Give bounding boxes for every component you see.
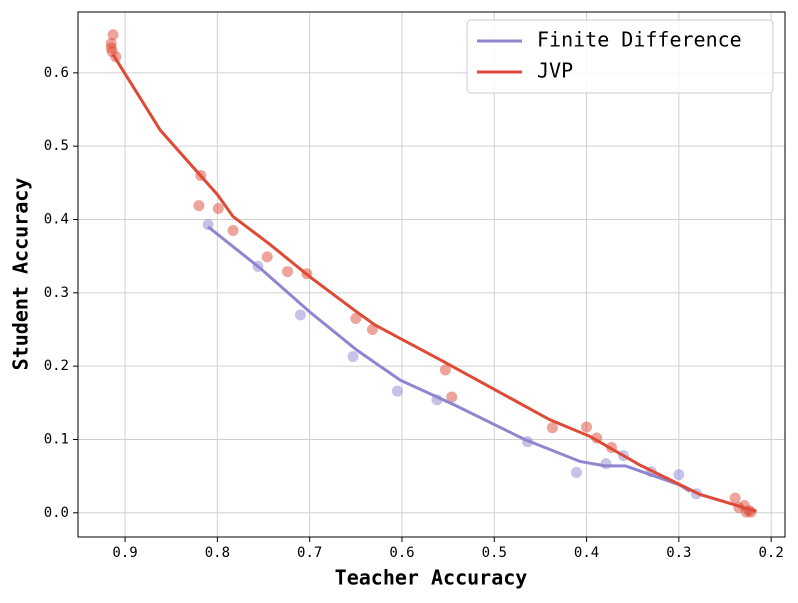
x-axis-label: Teacher Accuracy	[335, 566, 528, 590]
y-tick-label: 0.3	[44, 285, 69, 301]
x-tick-label: 0.5	[482, 545, 507, 561]
data-point	[581, 421, 593, 433]
plot-frame	[77, 11, 786, 538]
y-tick-label: 0.5	[44, 138, 69, 154]
data-point	[729, 492, 741, 504]
x-tick-label: 0.7	[297, 545, 322, 561]
series-line	[111, 53, 757, 513]
x-tick-label: 0.2	[759, 545, 784, 561]
data-point	[673, 469, 685, 481]
data-point	[261, 251, 273, 263]
data-point	[350, 312, 362, 324]
x-tick-label: 0.8	[205, 545, 230, 561]
legend-label: Finite Difference	[537, 28, 742, 52]
data-point	[600, 458, 612, 470]
data-point	[212, 203, 224, 215]
plot-area	[78, 12, 785, 537]
x-tick-label: 0.9	[112, 545, 137, 561]
data-point	[570, 466, 582, 478]
data-point	[546, 422, 558, 434]
x-tick-label: 0.3	[666, 545, 691, 561]
data-point	[282, 266, 294, 278]
y-tick-label: 0.4	[44, 212, 69, 228]
y-tick-label: 0.1	[44, 431, 69, 447]
y-axis-label: Student Accuracy	[9, 178, 33, 371]
data-point	[439, 364, 451, 376]
data-point	[347, 351, 359, 363]
legend-box	[466, 19, 774, 94]
data-point	[294, 309, 306, 321]
x-tick-label: 0.6	[389, 545, 414, 561]
y-tick-label: 0.0	[44, 505, 69, 521]
data-point	[193, 200, 205, 212]
series-line	[207, 225, 691, 493]
y-tick-label: 0.2	[44, 358, 69, 374]
data-point	[107, 29, 119, 41]
data-point	[446, 391, 458, 403]
legend: Finite Difference JVP	[466, 19, 774, 94]
data-point	[227, 225, 239, 237]
legend-label: JVP	[537, 59, 573, 83]
y-tick-label: 0.6	[44, 65, 69, 81]
data-point	[391, 385, 403, 397]
x-tick-label: 0.4	[574, 545, 599, 561]
